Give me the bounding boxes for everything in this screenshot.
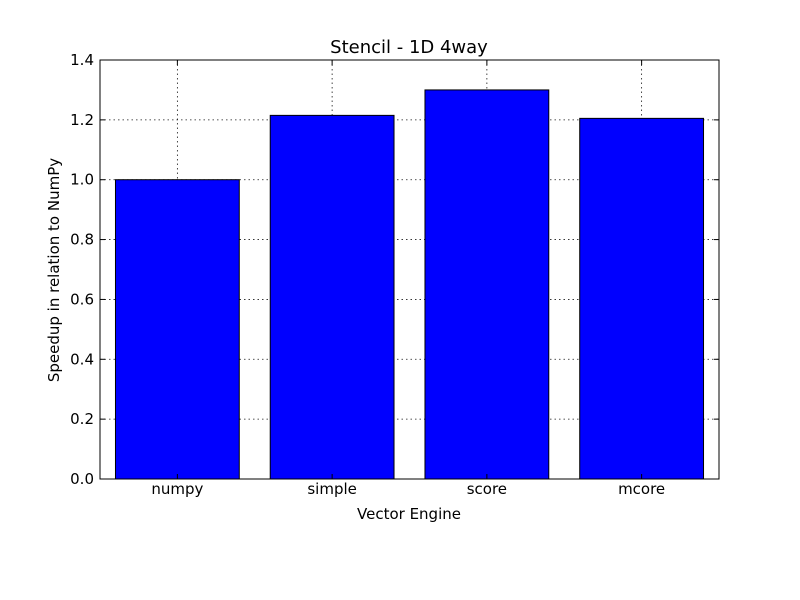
y-tick-label: 1.4 xyxy=(70,51,94,69)
plot-area-frame xyxy=(99,59,720,480)
ticks-layer xyxy=(100,59,719,480)
y-tick-label: 0.4 xyxy=(70,350,94,368)
tick-labels-layer: 0.0 0.2 0.4 0.6 0.8 1.0 1.2 1.4 numpy simple score… xyxy=(70,51,665,498)
bar-mcore xyxy=(579,117,705,480)
x-tick-label-numpy: numpy xyxy=(151,480,203,498)
x-axis-title: Vector Engine xyxy=(357,505,461,523)
bar-numpy xyxy=(114,179,240,480)
y-axis-title: Speedup in relation to NumPy xyxy=(45,158,63,382)
y-tick-label: 0.8 xyxy=(70,231,94,249)
y-tick-label: 0.2 xyxy=(70,410,94,428)
chart-title: Stencil - 1D 4way xyxy=(330,37,488,58)
bar-score xyxy=(424,89,550,480)
y-tick-label: 0.0 xyxy=(70,470,94,488)
y-tick-label: 0.6 xyxy=(70,290,94,308)
x-tick-label-simple: simple xyxy=(307,480,357,498)
y-tick-label: 1.2 xyxy=(70,111,94,129)
x-tick-label-score: score xyxy=(467,480,507,498)
bars-layer xyxy=(114,89,705,480)
y-tick-label: 1.0 xyxy=(70,171,94,189)
bar-simple xyxy=(269,114,395,480)
x-tick-label-mcore: mcore xyxy=(618,480,665,498)
